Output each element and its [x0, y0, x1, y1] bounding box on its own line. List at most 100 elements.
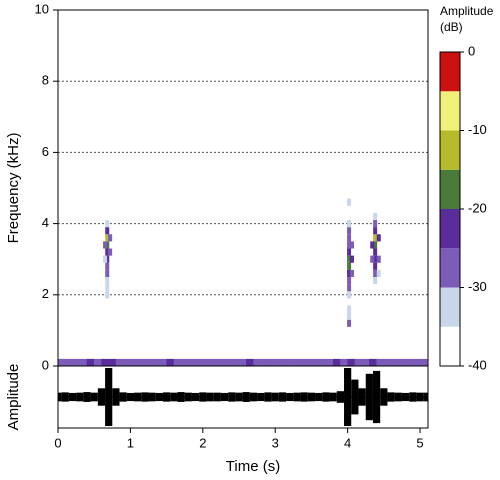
spectrogram-cell: [108, 248, 113, 256]
spectrogram-cell: [65, 358, 73, 366]
waveform-segment: [228, 392, 236, 402]
spectrogram-cell: [347, 291, 352, 299]
spectrogram-cell: [101, 358, 109, 366]
spectrogram-cell: [347, 234, 352, 242]
spectrogram-cell: [405, 358, 413, 366]
spectrogram-cell: [373, 269, 378, 277]
spectrogram-cell: [373, 241, 378, 249]
waveform-segment: [220, 392, 229, 402]
waveform-segment: [344, 368, 352, 426]
waveform-segment: [213, 392, 221, 402]
spectrogram-cell: [347, 262, 352, 270]
waveform-segment: [90, 392, 98, 402]
spectrogram-cell: [105, 234, 110, 242]
spectrogram-cell: [398, 358, 406, 366]
x-tick-label: 1: [127, 435, 134, 450]
waveform-segment: [329, 392, 337, 402]
waveform-segment: [394, 392, 402, 402]
spectrogram-cell: [57, 358, 66, 366]
spectrogram-cell: [347, 358, 356, 366]
spectrogram-cell: [347, 255, 352, 263]
waveform-segment: [315, 392, 323, 402]
waveform-segment: [148, 392, 156, 402]
spectrogram-cell: [376, 234, 381, 242]
spectrogram-cell: [347, 227, 352, 235]
spectrogram-cell: [347, 184, 352, 192]
spectrogram-cell: [347, 241, 352, 249]
y-tick-label: 8: [42, 73, 49, 88]
spectrogram-cell: [86, 358, 95, 366]
colorbar-band: [440, 130, 460, 170]
colorbar-band: [440, 326, 460, 366]
spectrogram-cell: [347, 319, 352, 327]
colorbar-band: [440, 287, 460, 327]
waveform-segment: [155, 392, 163, 402]
waveform-segment: [401, 392, 410, 402]
colorbar-label: (dB): [440, 20, 463, 34]
spectrogram-cell: [296, 358, 305, 366]
spectrogram-cell: [151, 358, 160, 366]
spectrogram-cell: [180, 358, 189, 366]
waveform-segment: [126, 392, 135, 402]
spectrogram-cell: [105, 255, 110, 263]
spectrogram-cell: [94, 358, 102, 366]
waveform-segment: [119, 392, 127, 402]
spectrogram-cell: [347, 248, 352, 256]
spectrogram-cell: [311, 358, 319, 366]
waveform-segment: [358, 388, 366, 406]
spectrogram-cell: [188, 358, 196, 366]
spectrogram-cell: [370, 241, 375, 249]
spectrogram-cell: [412, 358, 421, 366]
spectrogram-cell: [108, 358, 117, 366]
waveform-segment: [242, 392, 250, 402]
waveform-segment: [199, 392, 207, 402]
spectrogram-cell: [373, 234, 378, 242]
waveform-segment: [278, 392, 287, 402]
spectrogram-cell: [105, 248, 110, 256]
waveform-label: Amplitude: [5, 364, 22, 431]
spectrogram-cell: [137, 358, 146, 366]
waveform-segment: [286, 392, 294, 402]
spectrogram-cell: [103, 241, 108, 249]
colorbar-label: Amplitude: [440, 4, 494, 18]
spectrogram-cell: [173, 358, 182, 366]
spectrogram-cell: [332, 358, 341, 366]
colorbar-band: [440, 52, 460, 92]
spectrogram-cell: [347, 269, 352, 277]
spectrogram-cell: [217, 358, 225, 366]
spectrogram-cell: [347, 277, 352, 285]
y-tick-label: 0: [42, 357, 49, 372]
waveform-segment: [423, 392, 428, 402]
waveform-segment: [257, 392, 265, 402]
spectrogram-cell: [122, 358, 131, 366]
spectrogram-cell: [373, 277, 378, 285]
spectrogram-cell: [325, 358, 334, 366]
waveform-segment: [163, 392, 171, 402]
spectrogram-cell: [166, 358, 175, 366]
spectrogram-cell: [130, 358, 138, 366]
spectrogram-cell: [369, 358, 377, 366]
waveform-segment: [58, 392, 62, 402]
waveform-segment: [83, 392, 91, 402]
spectrogram-cell: [289, 358, 298, 366]
spectrogram-cell: [340, 358, 348, 366]
waveform-segment: [387, 392, 395, 402]
waveform-segment: [235, 392, 243, 402]
y-tick-label: 6: [42, 144, 49, 159]
spectrogram-cell: [318, 358, 327, 366]
spectrogram-cell: [370, 255, 375, 263]
colorbar-tick-label: -40: [468, 357, 487, 372]
spectrogram-cell: [105, 277, 110, 285]
spectrogram-cell: [105, 227, 110, 235]
waveform-segment: [134, 392, 142, 402]
spectrogram-cell: [282, 358, 290, 366]
spectrogram-cell: [267, 358, 276, 366]
spectrogram-cell: [347, 312, 352, 320]
waveform-segment: [380, 388, 388, 406]
spectrogram-cell: [144, 358, 153, 366]
x-tick-label: 3: [272, 435, 279, 450]
waveform-segment: [293, 392, 301, 402]
waveform-segment: [416, 392, 424, 402]
waveform-segment: [170, 392, 178, 402]
colorbar-tick-label: -10: [468, 122, 487, 137]
